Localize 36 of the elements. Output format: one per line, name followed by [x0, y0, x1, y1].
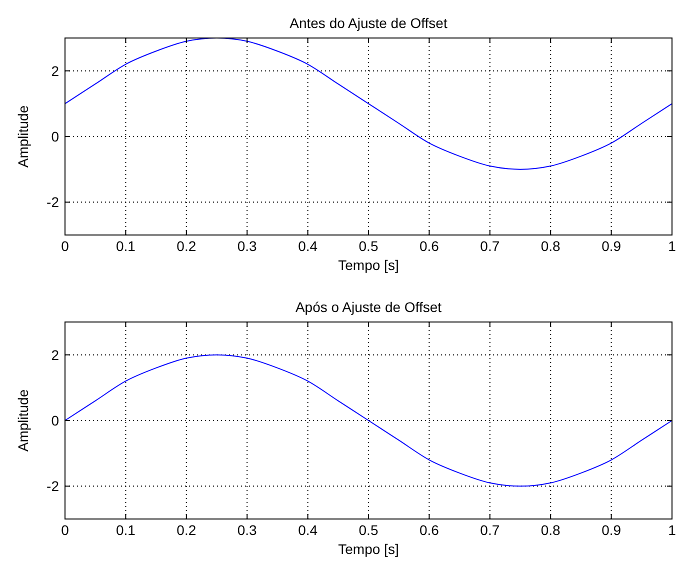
y-tick-label: 2 [51, 62, 60, 79]
x-tick-label: 0 [61, 522, 70, 538]
x-tick-label: 0.8 [540, 238, 561, 254]
x-tick-label: 0.3 [237, 238, 258, 254]
x-tick-label: 0.2 [176, 238, 196, 254]
y-tick-label: -2 [46, 194, 60, 210]
x-tick-label: 0.4 [298, 238, 318, 254]
x-tick-label: 0.7 [480, 522, 500, 538]
y-axis-title: Amplitude [15, 105, 31, 168]
x-tick-label: 0.6 [419, 522, 440, 538]
x-tick-label: 0.7 [480, 238, 500, 254]
x-tick-label: 0.2 [176, 522, 196, 538]
x-axis-title: Tempo [s] [338, 257, 399, 273]
x-tick-label: 0.8 [540, 522, 561, 538]
x-tick-label: 0.1 [116, 522, 136, 538]
x-tick-label: 0 [61, 238, 70, 254]
x-tick-label: 0.9 [602, 238, 622, 254]
line-series [64, 38, 672, 170]
x-tick-label: 0.6 [419, 238, 440, 254]
y-tick-label: -2 [46, 478, 60, 494]
x-tick-label: 0.5 [358, 238, 378, 254]
y-axis-title: Amplitude [15, 389, 31, 452]
x-axis-title: Tempo [s] [338, 541, 399, 557]
x-tick-label: 1 [668, 238, 676, 254]
y-tick-label: 0 [51, 128, 60, 144]
x-tick-label: 0.3 [237, 522, 258, 538]
chart-title: Após o Ajuste de Offset [295, 299, 442, 315]
x-tick-label: 1 [668, 522, 676, 538]
x-tick-label: 0.5 [358, 522, 378, 538]
y-tick-label: 0 [51, 412, 60, 428]
chart-title: Antes do Ajuste de Offset [290, 15, 448, 31]
x-tick-label: 0.4 [298, 522, 318, 538]
x-tick-label: 0.1 [116, 238, 136, 254]
line-series [64, 354, 672, 487]
x-tick-label: 0.9 [602, 522, 622, 538]
y-tick-label: 2 [51, 346, 60, 363]
